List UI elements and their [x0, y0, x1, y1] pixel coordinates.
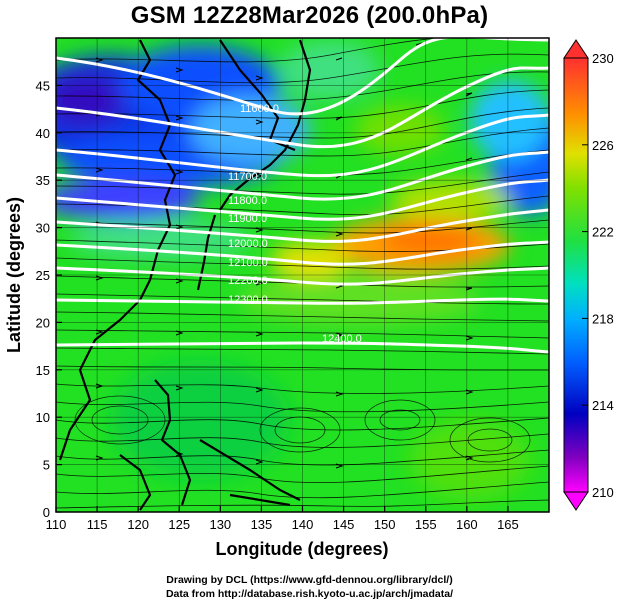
y-tick-label: 25 — [36, 268, 50, 283]
x-tick-label: 140 — [292, 517, 314, 532]
graticule — [55, 38, 549, 513]
contour-label: 12100.0 — [228, 257, 268, 269]
contour-labels: 11600.0 11700.0 11800.0 11900.0 12000.0 … — [228, 103, 362, 345]
colorbar: 210 214 218 222 226 230 — [563, 39, 614, 511]
x-tick-label: 155 — [415, 517, 437, 532]
chart-title: GSM 12Z28Mar2026 (200.0hPa) — [130, 2, 489, 29]
x-tick-label: 150 — [374, 517, 396, 532]
contour-label: 12000.0 — [228, 238, 268, 250]
y-axis-label: Latitude (degrees) — [4, 197, 24, 353]
contour-label: 12300.0 — [228, 294, 268, 306]
y-tick-label: 40 — [36, 126, 50, 141]
colorbar-scale — [563, 57, 589, 493]
x-tick-label: 135 — [251, 517, 273, 532]
y-tick-label: 35 — [36, 173, 50, 188]
y-tick-label: 30 — [36, 221, 50, 236]
credit-drawing: Drawing by DCL (https://www.gfd-dennou.o… — [166, 574, 453, 586]
x-tick-label: 120 — [127, 517, 149, 532]
credit-data-source: Data from http://database.rish.kyoto-u.a… — [165, 588, 454, 600]
x-tick-label: 145 — [333, 517, 355, 532]
x-tick-label: 165 — [497, 517, 519, 532]
colorbar-tick-label: 210 — [592, 485, 614, 500]
y-tick-label: 20 — [36, 315, 50, 330]
colorbar-tick-label: 230 — [592, 51, 614, 66]
colorbar-min-arrow — [563, 491, 589, 511]
contour-label: 11900.0 — [228, 213, 267, 225]
y-tick-label: 10 — [36, 410, 50, 425]
contour-label: 12400.0 — [322, 333, 362, 345]
height-contours — [56, 38, 549, 354]
x-tick-label: 130 — [209, 517, 231, 532]
y-tick-label: 5 — [43, 458, 50, 473]
colorbar-tick-label: 218 — [592, 311, 614, 326]
y-tick-label: 0 — [43, 505, 50, 520]
x-tick-label: 160 — [456, 517, 478, 532]
x-tick-label: 110 — [46, 517, 67, 532]
colorbar-tick-label: 214 — [592, 398, 614, 413]
x-tick-label: 125 — [168, 517, 190, 532]
colorbar-tick-label: 226 — [592, 138, 614, 153]
contour-label: 11700.0 — [228, 171, 267, 183]
colorbar-max-arrow — [563, 39, 589, 59]
contour-label: 11800.0 — [228, 195, 267, 207]
x-tick-label: 115 — [87, 517, 108, 532]
colorbar-tick-label: 222 — [592, 225, 614, 240]
x-axis-label: Longitude (degrees) — [215, 539, 388, 559]
y-tick-label: 45 — [36, 78, 50, 93]
x-axis: 110 115 120 125 130 135 140 145 150 155 160 165 — [46, 506, 519, 532]
temperature-field — [56, 38, 549, 512]
contour-label: 11600.0 — [240, 103, 279, 115]
y-tick-label: 15 — [36, 363, 50, 378]
contour-label: 12200.0 — [228, 275, 268, 287]
y-axis: 0 5 10 15 20 25 30 35 40 45 — [36, 78, 62, 520]
